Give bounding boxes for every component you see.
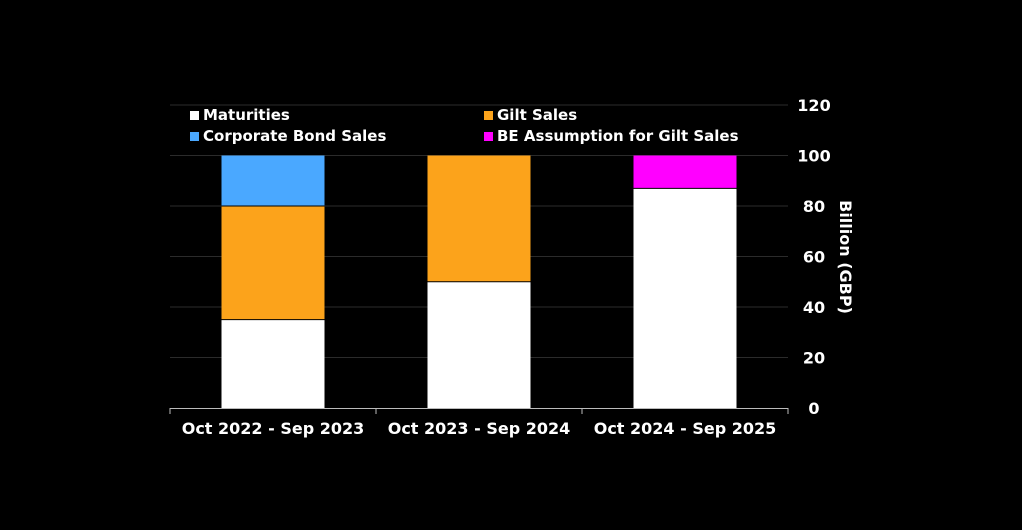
y-tick-label: 0 [808,399,819,418]
y-tick-label: 40 [803,298,825,317]
x-tick-label: Oct 2022 - Sep 2023 [182,419,365,438]
bar-gilt-sales [427,155,531,282]
legend-item-maturities: Maturities [190,106,290,124]
y-axis: 0 20 40 60 80 100 120 [797,96,830,418]
x-tick-label: Oct 2024 - Sep 2025 [594,419,777,438]
y-tick-label: 20 [803,349,825,368]
bar-maturities [221,319,325,408]
legend-item-gilt-sales: Gilt Sales [484,106,577,124]
bar-maturities [633,188,737,408]
legend-item-corporate-bond-sales: Corporate Bond Sales [190,127,386,145]
y-axis-label: Billion (GBP) [836,200,855,314]
y-tick-label: 120 [797,96,830,115]
y-tick-label: 60 [803,248,825,267]
legend-item-be-assumption: BE Assumption for Gilt Sales [484,127,739,145]
x-axis: Oct 2022 - Sep 2023 Oct 2023 - Sep 2024 Oc… [169,408,789,438]
legend-label: Corporate Bond Sales [203,127,387,145]
bar-corporate-bond-sales [221,155,325,206]
y-tick-label: 100 [797,147,830,166]
legend-swatch-be-assumption [484,131,493,141]
legend-swatch-gilt-sales [484,110,493,120]
legend-label: Maturities [203,106,290,124]
legend-label: BE Assumption for Gilt Sales [497,127,739,145]
y-tick-label: 80 [803,197,825,216]
legend-swatch-maturities [190,110,199,120]
bar-gilt-sales [221,206,325,320]
legend-label: Gilt Sales [497,106,578,124]
x-tick-label: Oct 2023 - Sep 2024 [388,419,571,438]
legend-swatch-corporate-bond-sales [190,131,199,141]
bar-maturities [427,281,531,408]
bar-be-assumption-for-gilt-sales [633,155,737,189]
bars [221,155,737,408]
